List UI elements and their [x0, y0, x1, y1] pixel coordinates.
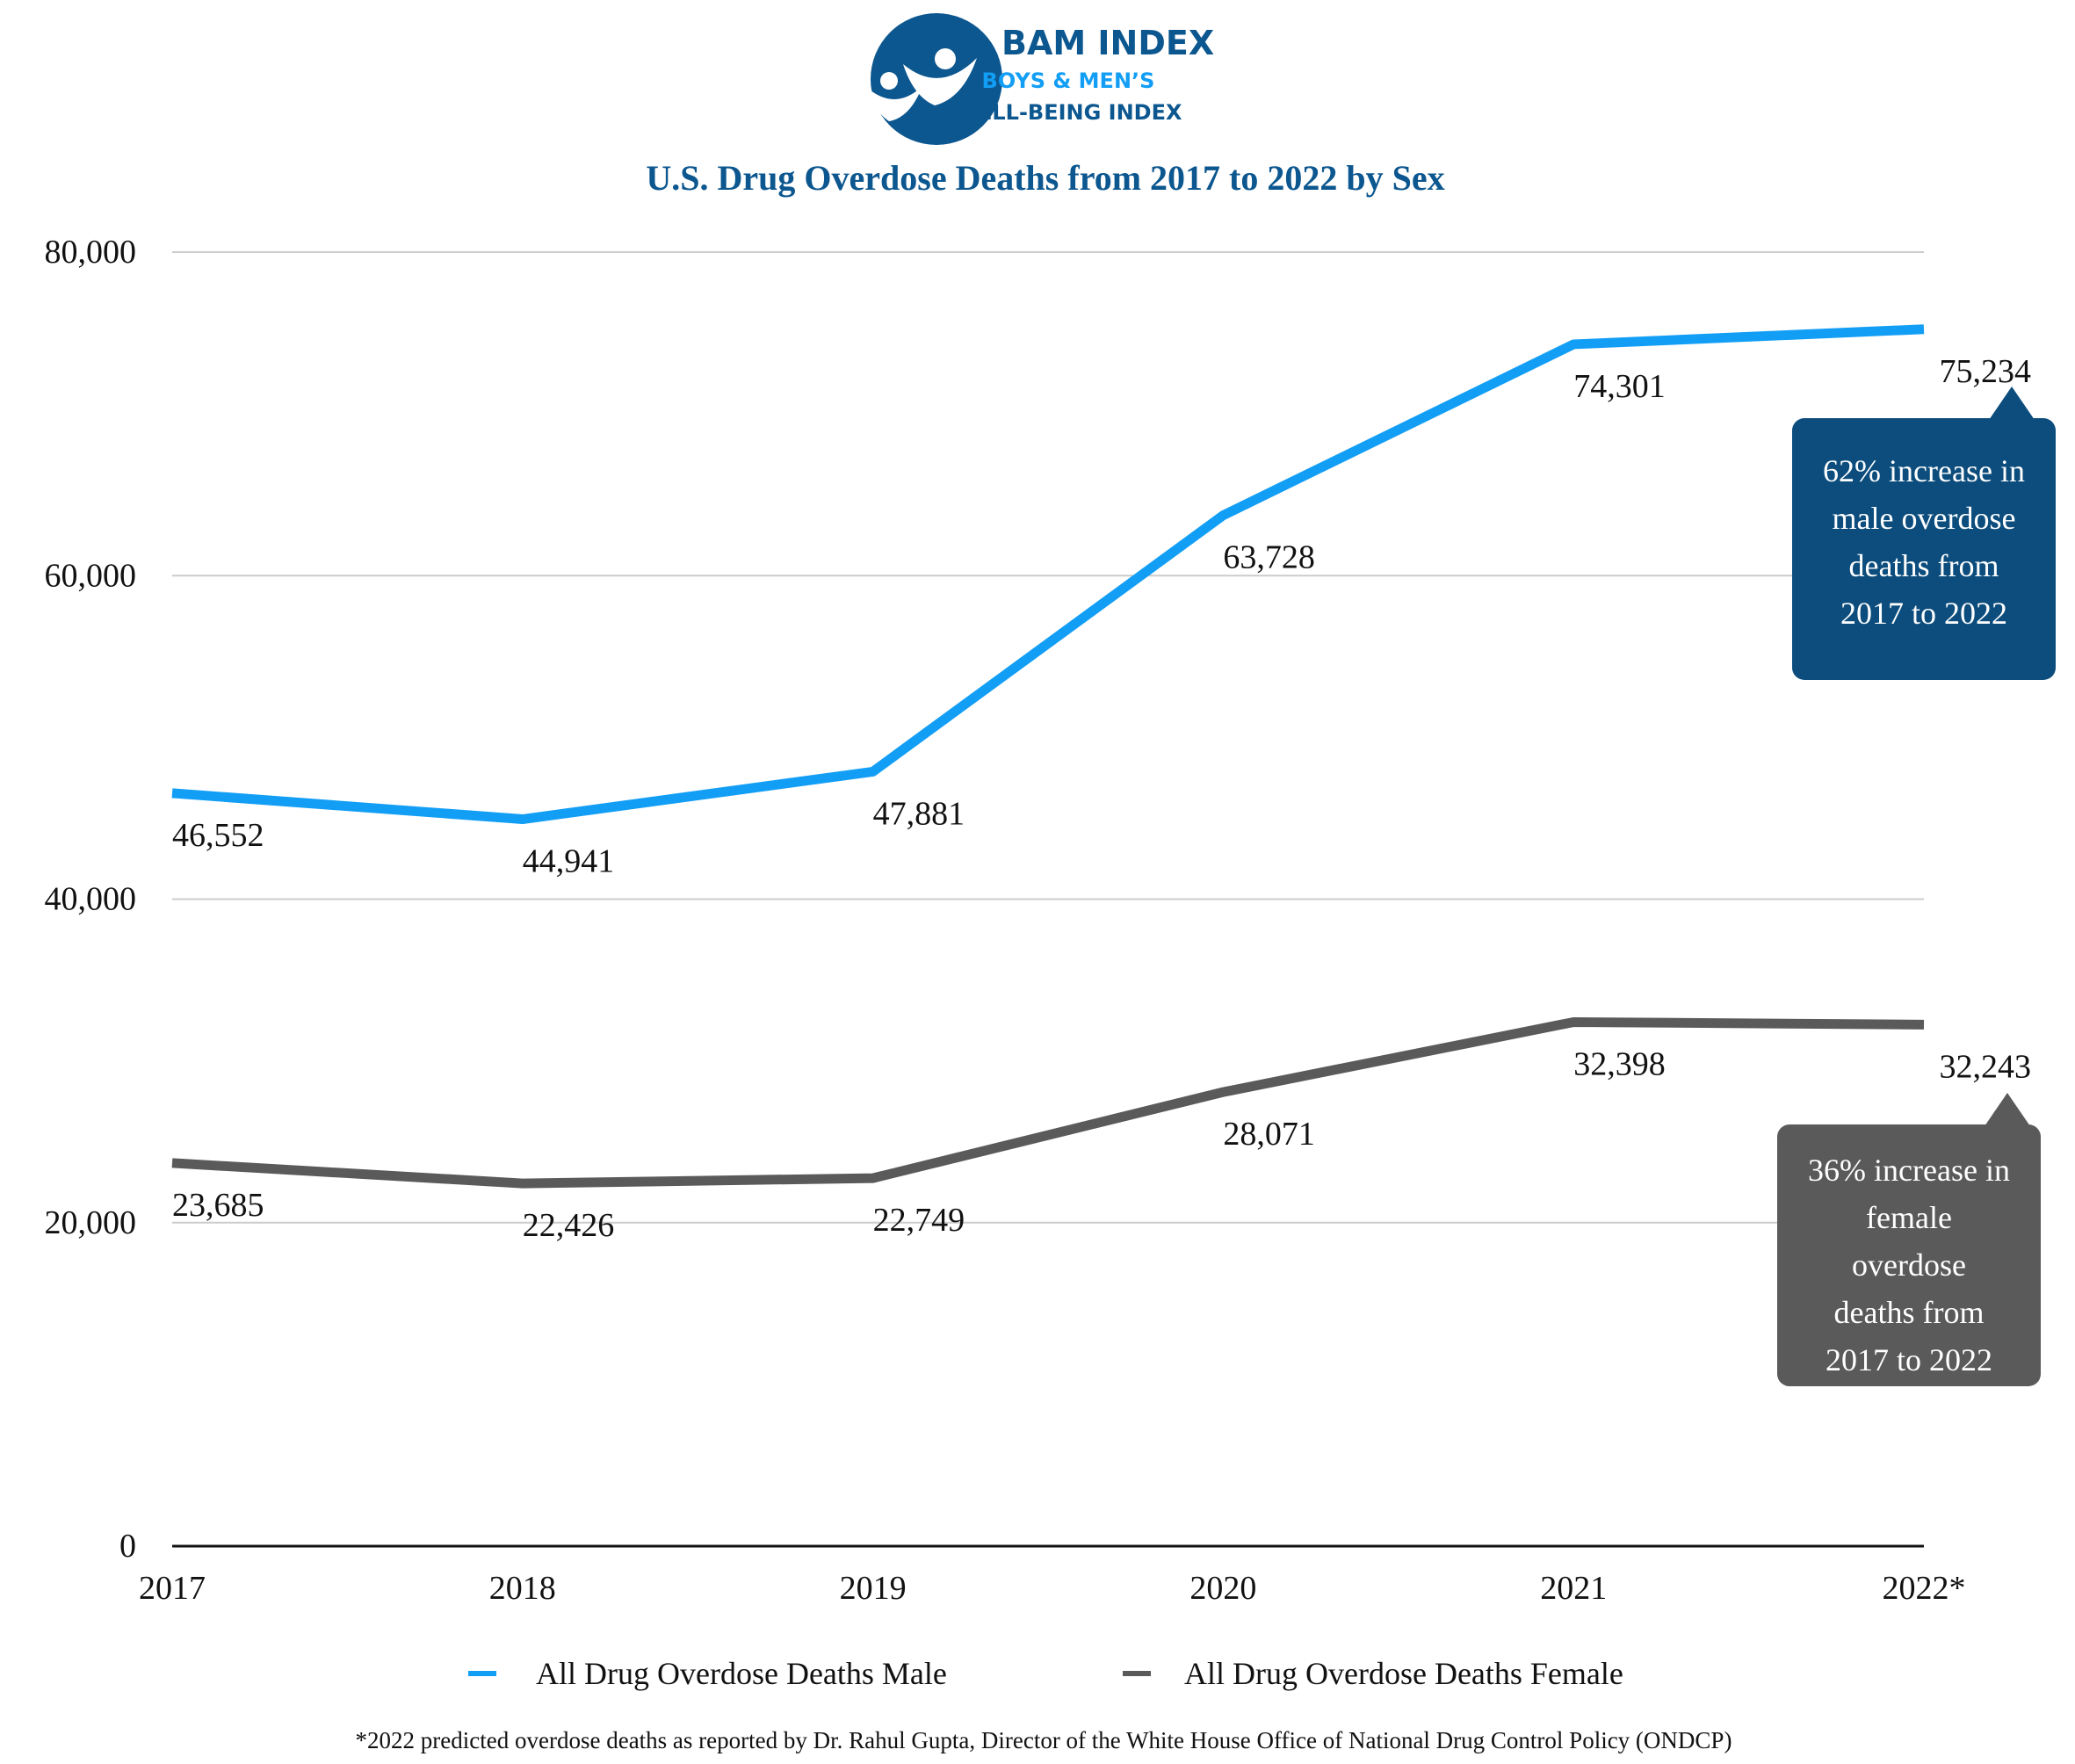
callout-text: female — [1866, 1200, 1952, 1235]
data-label-female: 32,398 — [1573, 1045, 1666, 1082]
callout-pointer — [1989, 387, 2035, 420]
gridlines — [172, 251, 1924, 1224]
y-tick-label: 40,000 — [45, 881, 137, 918]
callout-male: 62% increase in male overdose deaths from 2… — [1792, 387, 2056, 680]
data-label-male: 74,301 — [1573, 368, 1666, 405]
y-tick-label: 20,000 — [45, 1204, 137, 1241]
callout-text: overdose — [1852, 1247, 1966, 1283]
legend-label-female: All Drug Overdose Deaths Female — [1184, 1656, 1623, 1691]
x-axis: 2017 2018 2019 2020 2021 2022* — [139, 1544, 1966, 1607]
logo-name: BAM INDEX — [1001, 24, 1214, 62]
callout-box — [1777, 1124, 2041, 1386]
x-tick-label: 2018 — [489, 1570, 556, 1607]
chart-title: U.S. Drug Overdose Deaths from 2017 to 2… — [646, 158, 1444, 198]
data-label-male: 47,881 — [873, 795, 965, 832]
callout-text: deaths from — [1834, 1295, 1985, 1330]
callout-text: 2017 to 2022 — [1826, 1342, 1992, 1377]
y-axis: 0 20,000 40,000 60,000 80,000 — [45, 234, 137, 1565]
data-label-male: 44,941 — [523, 843, 615, 880]
y-tick-label: 60,000 — [45, 557, 137, 594]
data-label-male: 46,552 — [172, 817, 264, 854]
data-labels: 46,552 44,941 47,881 63,728 74,301 75,234 23,6… — [172, 353, 2031, 1244]
callout-text: 2017 to 2022 — [1840, 596, 2007, 631]
logo-line2: WELL-BEING INDEX — [954, 100, 1182, 125]
series-line-female — [171, 1016, 1925, 1189]
data-label-female: 32,243 — [1940, 1048, 2032, 1085]
callout-text: male overdose — [1833, 501, 2016, 536]
data-label-female: 22,426 — [523, 1207, 615, 1244]
x-tick-label: 2019 — [840, 1570, 907, 1607]
data-label-male: 63,728 — [1223, 539, 1315, 576]
figures-icon — [865, 48, 977, 121]
data-label-female: 28,071 — [1223, 1116, 1315, 1153]
callout-text: 36% increase in — [1808, 1153, 2010, 1188]
y-tick-label: 80,000 — [45, 234, 137, 271]
x-tick-label: 2017 — [139, 1570, 206, 1607]
callout-pointer — [1985, 1093, 2030, 1126]
data-label-female: 22,749 — [873, 1202, 965, 1239]
series-line-male — [171, 324, 1925, 825]
legend-label-male: All Drug Overdose Deaths Male — [536, 1656, 947, 1691]
callout-box — [1792, 418, 2056, 680]
callouts: 62% increase in male overdose deaths from 2… — [1777, 387, 2056, 1386]
data-label-male: 75,234 — [1940, 353, 2032, 390]
y-tick-label: 0 — [119, 1528, 136, 1565]
legend: All Drug Overdose Deaths Male All Drug O… — [468, 1656, 1623, 1691]
footnote: *2022 predicted overdose deaths as repor… — [356, 1727, 1732, 1753]
callout-text: 62% increase in — [1823, 453, 2025, 488]
x-tick-label: 2021 — [1540, 1570, 1607, 1607]
series-lines — [171, 324, 1925, 1189]
bam-logo: BAM INDEX BOYS & MEN’S WELL-BEING INDEX — [865, 13, 1214, 145]
logo-line1: BOYS & MEN’S — [982, 69, 1155, 93]
x-tick-label: 2020 — [1189, 1570, 1256, 1607]
callout-female: 36% increase in female overdose deaths from… — [1777, 1093, 2041, 1386]
callout-text: deaths from — [1849, 548, 1999, 583]
data-label-female: 23,685 — [172, 1187, 264, 1224]
x-tick-label: 2022* — [1883, 1570, 1966, 1607]
